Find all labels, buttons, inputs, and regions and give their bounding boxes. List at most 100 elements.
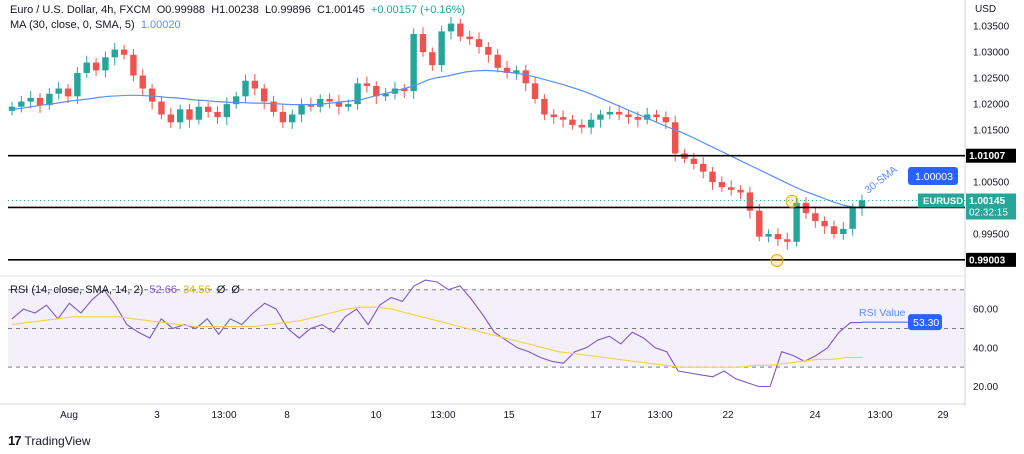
time-tick-label: 29	[937, 410, 949, 421]
rsi-line	[11, 279, 862, 388]
time-tick-label: 10	[370, 410, 382, 421]
rsi-sma-line	[11, 306, 862, 368]
candle-body	[475, 39, 483, 47]
current-price-tag-bg	[966, 193, 1016, 220]
candle-body	[438, 31, 445, 66]
price-tick-label: 1.00500	[973, 178, 1010, 189]
candle-body	[382, 93, 389, 97]
price-tick-label: 1.02500	[973, 74, 1010, 85]
candle-body	[728, 187, 735, 190]
candle-body	[139, 75, 146, 89]
candle-body	[457, 23, 464, 37]
candle-body	[597, 114, 604, 120]
ma-label: MA (30, close, 0, SMA, 5)	[10, 19, 135, 31]
candle-body	[298, 104, 305, 115]
candle-body	[46, 93, 53, 106]
candle-body	[279, 111, 287, 123]
rsi-callout-bg	[908, 314, 942, 331]
candle-body	[541, 98, 548, 115]
candle-body	[700, 163, 707, 172]
level-tag-bg	[966, 252, 1016, 267]
candle-body	[223, 104, 231, 118]
candle-body	[531, 83, 539, 99]
candle-body	[260, 88, 268, 102]
ohlc-close: C1.00145	[317, 4, 365, 16]
symbol-tag-text: EURUSD	[923, 196, 963, 207]
symbol-title: Euro / U.S. Dollar, 4h, FXCM	[10, 4, 151, 16]
candle-body	[419, 33, 427, 53]
candle-body	[429, 52, 436, 66]
marker-circle	[785, 194, 799, 208]
rsi-extra-2: Ø	[231, 284, 240, 296]
candle-body	[690, 158, 698, 164]
candle-body	[653, 114, 660, 118]
candle-body	[466, 36, 473, 40]
candle-body	[774, 234, 782, 240]
tradingview-logo[interactable]: 17 TradingView	[8, 433, 91, 448]
candle-body	[102, 57, 109, 71]
candle-body	[671, 122, 679, 154]
tradingview-name: TradingView	[24, 433, 91, 448]
sma-value-callout-text: 1.00003	[915, 171, 953, 183]
candle-body	[634, 117, 642, 120]
candle-body	[186, 109, 193, 120]
rsi-value: 52.66	[149, 284, 177, 296]
candle-body	[204, 106, 212, 112]
candle-body	[737, 189, 744, 193]
candle-body	[232, 96, 240, 105]
candle-body	[354, 83, 361, 105]
ma30-line	[11, 69, 863, 209]
candle-body	[858, 200, 866, 209]
ohlc-open: O0.99988	[156, 4, 206, 16]
candle-body	[83, 62, 90, 73]
countdown-text: 02:32:15	[969, 208, 1008, 219]
ohlc-high: H1.00238	[211, 4, 259, 16]
candle-body	[270, 101, 277, 112]
level-tag-text: 1.01007	[969, 151, 1006, 162]
candle-body	[111, 49, 118, 58]
current-price-tag-text: 1.00145	[969, 196, 1006, 207]
candle-body	[92, 62, 100, 71]
candle-body	[401, 88, 408, 92]
currency-label: USD	[975, 4, 996, 15]
rsi-annotation: RSI Value	[859, 307, 906, 319]
price-tick-label: 1.03500	[973, 22, 1010, 33]
time-tick-label: 13:00	[211, 410, 236, 421]
candle-body	[167, 114, 174, 123]
marker-circle	[770, 254, 784, 268]
level-tag-bg	[966, 148, 1016, 163]
change-value: +0.00157 (+0.16%)	[370, 4, 466, 16]
candle-body	[830, 226, 838, 235]
candle-body	[363, 83, 371, 86]
candle-body	[326, 98, 333, 102]
candle-body	[195, 106, 203, 120]
candle-body	[569, 119, 576, 125]
symbol-tag-bg	[918, 193, 964, 208]
candle-body	[793, 202, 800, 242]
candle-body	[148, 88, 156, 102]
candle-body	[335, 101, 343, 107]
candle-body	[74, 72, 81, 97]
candle-body	[176, 109, 184, 123]
level-price-tag: 0.99003	[966, 252, 1016, 267]
candle-body	[756, 210, 763, 237]
price-tick-label: 1.02000	[973, 100, 1010, 111]
rsi-tick-label: 60.00	[973, 305, 998, 316]
candle-body	[746, 192, 754, 211]
candle-body	[289, 114, 296, 123]
symbol-header: Euro / U.S. Dollar, 4h, FXCM O0.99988 H1…	[10, 4, 465, 16]
rsi-header: RSI (14, close, SMA, 14, 2) 52.66 34.56 …	[10, 284, 240, 296]
candle-body	[559, 117, 567, 120]
rsi-callout-text: 53.30	[913, 317, 939, 329]
time-tick-label: 24	[809, 410, 821, 421]
rsi-tick-label: 20.00	[973, 382, 998, 393]
candle-body	[307, 104, 315, 107]
candle-body	[120, 49, 128, 55]
candle-body	[550, 114, 557, 118]
candle-body	[36, 97, 44, 106]
candle-body	[447, 23, 455, 32]
candle-body	[662, 117, 670, 123]
level-tag-text: 0.99003	[969, 255, 1006, 266]
time-tick-label: Aug	[60, 410, 78, 421]
